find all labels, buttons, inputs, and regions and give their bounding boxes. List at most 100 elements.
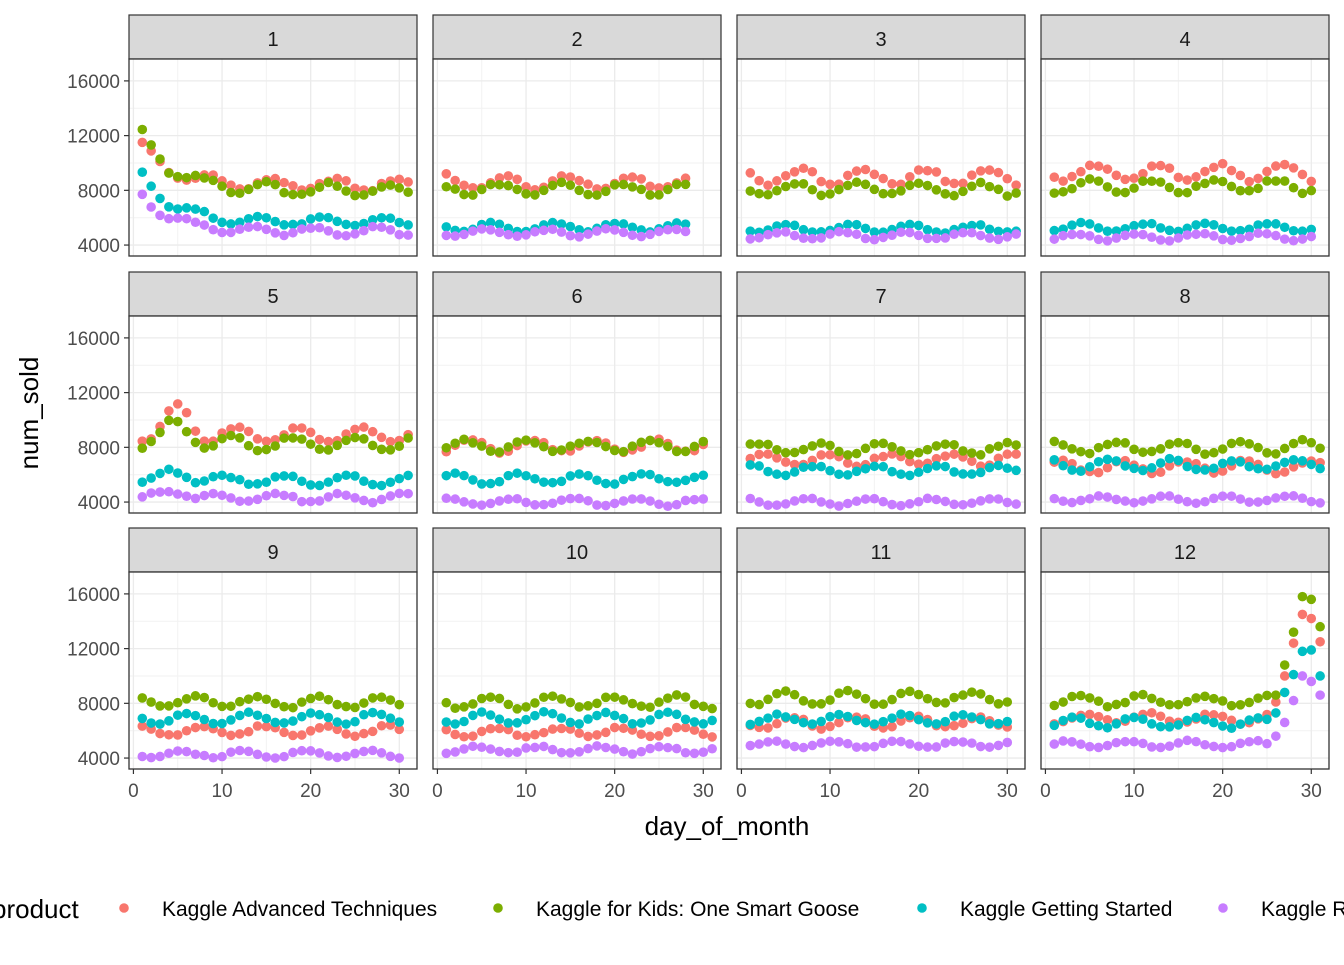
data-point bbox=[834, 184, 844, 195]
data-point bbox=[592, 500, 602, 510]
data-point bbox=[252, 710, 263, 721]
data-point bbox=[789, 220, 800, 231]
data-point bbox=[234, 496, 245, 507]
data-point bbox=[1084, 448, 1095, 459]
data-point bbox=[530, 729, 540, 740]
data-point bbox=[763, 713, 773, 723]
data-point bbox=[530, 500, 540, 510]
data-point bbox=[807, 699, 818, 709]
data-point bbox=[583, 714, 593, 724]
data-point bbox=[627, 182, 638, 192]
data-point bbox=[763, 466, 773, 477]
data-point bbox=[1297, 226, 1308, 237]
data-point bbox=[476, 441, 487, 451]
data-point bbox=[1173, 455, 1184, 466]
data-point bbox=[931, 697, 942, 708]
legend-marker bbox=[917, 903, 927, 913]
data-point bbox=[1093, 742, 1104, 753]
data-point bbox=[905, 739, 915, 749]
data-point bbox=[476, 224, 487, 234]
data-point bbox=[958, 499, 968, 510]
data-point bbox=[654, 741, 664, 752]
data-point bbox=[494, 447, 505, 457]
data-point bbox=[913, 178, 924, 189]
data-point bbox=[172, 399, 183, 409]
data-point bbox=[842, 685, 853, 696]
data-point bbox=[234, 474, 245, 485]
data-point bbox=[288, 730, 298, 741]
x-tick-label: 30 bbox=[997, 781, 1018, 802]
data-point bbox=[547, 724, 558, 734]
data-point bbox=[984, 181, 995, 192]
data-point bbox=[503, 470, 514, 481]
data-point bbox=[341, 751, 351, 762]
data-point bbox=[226, 493, 236, 503]
data-point bbox=[450, 468, 460, 478]
data-point bbox=[341, 186, 351, 196]
data-point bbox=[350, 432, 360, 443]
data-point bbox=[1049, 720, 1060, 731]
x-tick-label: 0 bbox=[128, 781, 139, 802]
data-point bbox=[359, 422, 369, 432]
data-point bbox=[1306, 459, 1317, 470]
x-tick-label: 0 bbox=[736, 781, 747, 802]
data-point bbox=[1049, 455, 1060, 465]
data-point bbox=[556, 495, 567, 505]
data-point bbox=[367, 726, 378, 737]
data-point bbox=[1076, 166, 1086, 177]
data-point bbox=[261, 490, 272, 501]
data-point bbox=[1253, 693, 1263, 703]
data-point bbox=[780, 227, 791, 237]
data-point bbox=[949, 178, 959, 189]
data-point bbox=[1315, 690, 1325, 700]
data-point bbox=[243, 496, 254, 506]
data-point bbox=[468, 182, 478, 193]
data-point bbox=[763, 449, 773, 459]
data-point bbox=[609, 722, 620, 733]
data-point bbox=[627, 749, 638, 759]
data-point bbox=[1164, 491, 1175, 501]
data-point bbox=[807, 233, 818, 244]
data-point bbox=[1288, 638, 1299, 648]
data-point bbox=[556, 219, 567, 229]
data-point bbox=[314, 691, 325, 701]
data-point bbox=[816, 176, 826, 187]
data-point bbox=[288, 227, 298, 238]
data-point bbox=[887, 736, 897, 747]
data-point bbox=[993, 494, 1004, 504]
data-point bbox=[252, 691, 263, 702]
data-point bbox=[1102, 454, 1113, 465]
data-point bbox=[869, 461, 880, 472]
data-point bbox=[1102, 226, 1113, 237]
data-point bbox=[1084, 231, 1095, 241]
data-point bbox=[707, 732, 717, 742]
data-point bbox=[1146, 463, 1157, 473]
data-point bbox=[1191, 229, 1201, 240]
data-point bbox=[1111, 494, 1122, 505]
data-point bbox=[754, 188, 764, 199]
facet-label: 1 bbox=[267, 29, 278, 51]
legend-marker bbox=[493, 903, 503, 913]
data-point bbox=[1297, 188, 1308, 199]
data-point bbox=[341, 435, 351, 446]
data-point bbox=[1164, 163, 1175, 174]
data-point bbox=[745, 698, 756, 709]
data-point bbox=[1102, 722, 1113, 733]
data-point bbox=[618, 219, 629, 229]
data-point bbox=[967, 469, 977, 479]
data-point bbox=[1120, 230, 1130, 241]
data-point bbox=[1173, 494, 1184, 504]
data-point bbox=[905, 710, 915, 721]
y-tick-label: 12000 bbox=[67, 127, 120, 148]
data-point bbox=[1138, 496, 1148, 506]
data-point bbox=[949, 449, 959, 459]
data-point bbox=[789, 166, 800, 177]
data-point bbox=[807, 227, 818, 237]
data-point bbox=[376, 182, 387, 192]
data-point bbox=[538, 499, 549, 510]
data-point bbox=[1200, 691, 1210, 702]
data-point bbox=[494, 476, 505, 487]
data-point bbox=[645, 743, 655, 754]
data-point bbox=[146, 473, 156, 483]
data-point bbox=[1209, 717, 1219, 728]
